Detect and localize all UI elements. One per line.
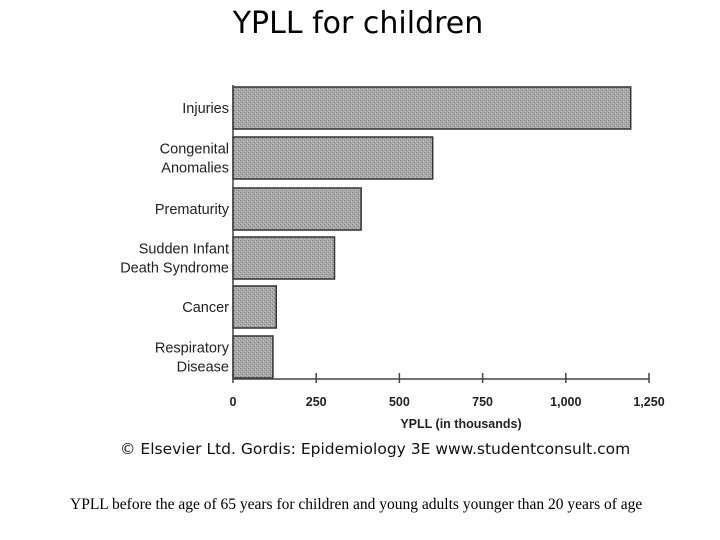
x-tick-label-4: 1,000 xyxy=(550,395,581,409)
slide-title: YPLL for children xyxy=(232,6,484,41)
bar-1 xyxy=(232,136,434,180)
x-tick-label-1: 250 xyxy=(306,395,327,409)
category-labels: Injuries Congenital Anomalies Prematurity Su… xyxy=(120,101,230,376)
figure-caption: YPLL before the age of 65 years for chil… xyxy=(70,496,643,513)
x-axis-title: YPLL (in thousands) xyxy=(400,417,521,431)
category-label-3-1: Death Syndrome xyxy=(120,261,229,277)
x-tick-label-5: 1,250 xyxy=(633,395,664,409)
x-tick-label-2: 500 xyxy=(389,395,410,409)
category-label-1-0: Congenital xyxy=(160,142,229,158)
bars-group xyxy=(232,86,632,379)
category-label-1-1: Anomalies xyxy=(161,161,229,177)
x-tick-label-3: 750 xyxy=(472,395,493,409)
category-label-2-0: Prematurity xyxy=(155,202,230,218)
x-axis: 0 250 500 750 1,000 1,250 YPLL (in thousands) xyxy=(230,85,665,431)
bar-2 xyxy=(232,187,362,231)
category-label-4-0: Cancer xyxy=(182,300,229,316)
category-label-5-0: Respiratory xyxy=(155,341,230,357)
bar-0 xyxy=(232,86,632,130)
bar-3 xyxy=(232,236,336,280)
bar-chart: Injuries Congenital Anomalies Prematurity Su… xyxy=(120,85,665,431)
copyright-credit: © Elsevier Ltd. Gordis: Epidemiology 3E … xyxy=(120,440,631,458)
bar-4 xyxy=(232,285,278,329)
x-tick-label-0: 0 xyxy=(230,395,237,409)
category-label-0-0: Injuries xyxy=(182,101,229,117)
category-label-5-1: Disease xyxy=(177,360,229,376)
category-label-3-0: Sudden Infant xyxy=(139,242,229,258)
bar-5 xyxy=(232,335,274,379)
